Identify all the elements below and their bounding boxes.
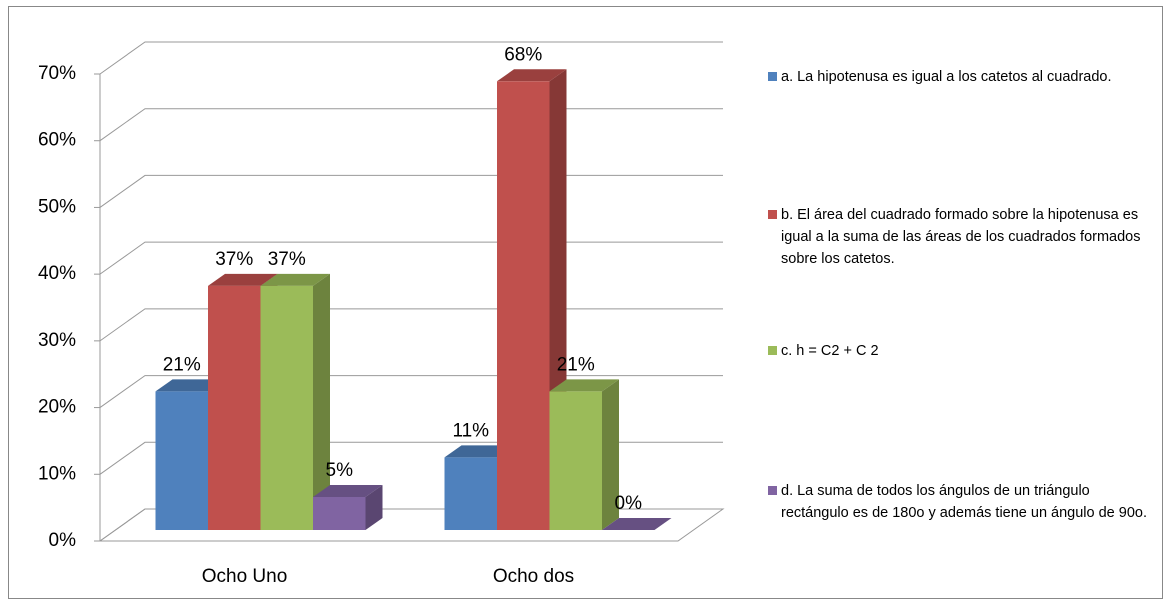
- legend-swatch: [768, 486, 777, 495]
- legend-label: b. El área del cuadrado formado sobre la…: [781, 207, 1141, 267]
- legend-item: b. El área del cuadrado formado sobre la…: [768, 204, 1158, 270]
- legend-label: c. h = C2 + C 2: [781, 343, 879, 359]
- bar: [155, 391, 208, 530]
- y-tick-label: 0%: [49, 530, 77, 551]
- legend-item: a. La hipotenusa es igual a los catetos …: [768, 66, 1158, 88]
- bar-top: [208, 273, 278, 286]
- legend-label: a. La hipotenusa es igual a los catetos …: [781, 69, 1112, 85]
- bar-top: [497, 69, 567, 82]
- bar-side: [313, 273, 330, 530]
- data-label: 5%: [326, 460, 354, 481]
- x-tick-label: Ocho Uno: [202, 566, 288, 587]
- y-tick-label: 60%: [38, 130, 76, 151]
- bar-top: [444, 445, 514, 458]
- data-label: 0%: [615, 493, 643, 514]
- bar-top: [260, 273, 330, 286]
- bar: [208, 285, 261, 530]
- bar-side: [365, 485, 383, 530]
- y-tick-label: 20%: [38, 397, 76, 418]
- grid-line: [99, 108, 723, 142]
- data-label: 21%: [163, 354, 201, 375]
- legend-swatch: [768, 210, 777, 219]
- data-label: 68%: [504, 44, 542, 65]
- legend-label: d. La suma de todos los ángulos de un tr…: [781, 483, 1147, 521]
- bar-top: [602, 518, 672, 530]
- grid-line: [99, 241, 723, 275]
- y-tick-label: 10%: [38, 463, 76, 484]
- y-tick-label: 40%: [38, 263, 76, 284]
- bar: [549, 391, 602, 530]
- legend-swatch: [768, 346, 777, 355]
- x-tick-label: Ocho dos: [493, 566, 574, 587]
- bar-top: [155, 379, 225, 392]
- data-label: 37%: [215, 249, 253, 270]
- y-tick-label: 50%: [38, 196, 76, 217]
- grid-line: [99, 41, 723, 75]
- bar: [313, 497, 366, 530]
- grid-line: [99, 308, 723, 342]
- data-label: 11%: [452, 420, 489, 441]
- y-tick-label: 70%: [38, 63, 76, 84]
- bar: [260, 285, 313, 530]
- legend-swatch: [768, 72, 777, 81]
- y-tick-label: 30%: [38, 330, 76, 351]
- legend-item: c. h = C2 + C 2: [768, 340, 1158, 362]
- data-label: 21%: [557, 354, 595, 375]
- bar-top: [313, 485, 383, 498]
- data-label: 37%: [268, 249, 306, 270]
- bar: [444, 457, 497, 530]
- chart-border: [8, 6, 1163, 599]
- legend-item: d. La suma de todos los ángulos de un tr…: [768, 480, 1158, 524]
- grid-line: [99, 174, 723, 208]
- bar: [497, 81, 550, 531]
- bar-top: [549, 379, 619, 392]
- bar-side: [602, 379, 619, 530]
